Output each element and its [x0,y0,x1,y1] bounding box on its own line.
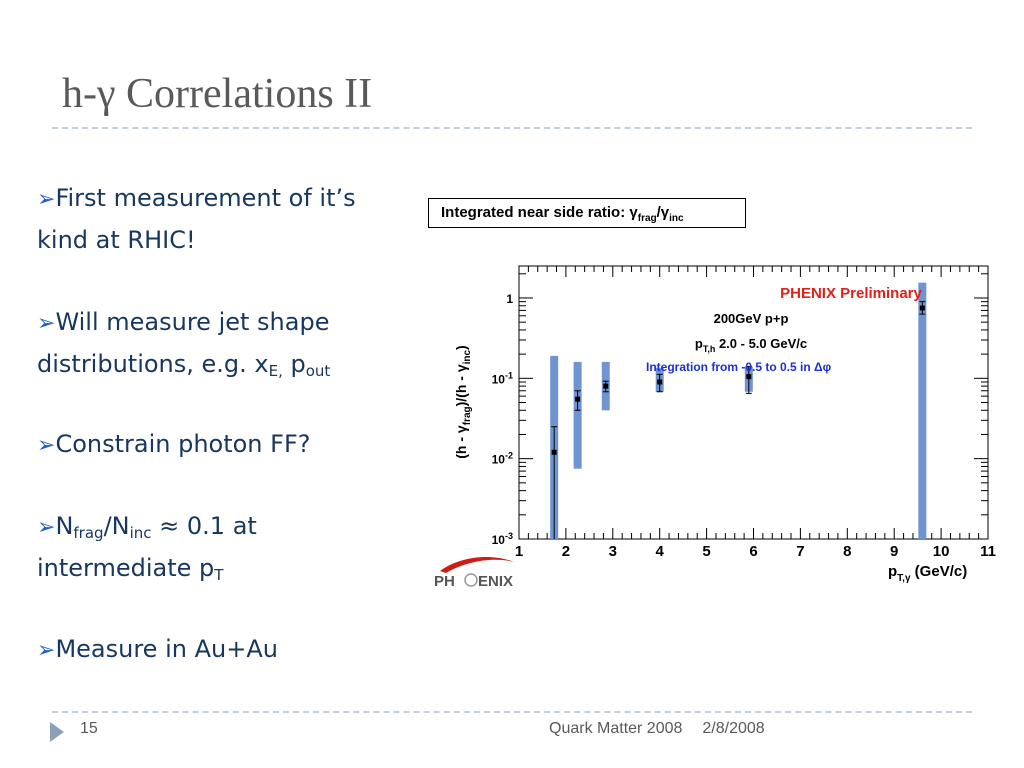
bullet-item: ➢Constrain photon FF? [37,424,417,466]
x-axis-label: pT,γ (GeV/c) [888,563,967,584]
footer-arrow-icon [50,722,64,742]
bullet-arrow-icon: ➢ [37,311,56,336]
bullet-text-mid: p [282,350,306,378]
x-tick-label: 10 [933,543,950,560]
footer-divider [52,711,972,713]
bullet-arrow-icon: ➢ [37,638,56,663]
x-tick-label: 11 [980,543,996,560]
bullet-text-continued: kind at RHIC! [37,226,196,254]
data-points [551,301,926,539]
subscript: T [214,566,224,584]
systematic-error-band [573,361,582,469]
data-point [603,383,609,389]
data-point [746,374,752,380]
x-tick-label: 3 [609,543,617,560]
phenix-logo-text: PH [434,573,455,590]
y-axis-label: (h - γfrag)/(h - γinc) [453,345,473,458]
annotation-energy: 200GeV p+p [714,311,789,326]
x-tick-label: 6 [749,543,757,560]
data-point [575,396,581,402]
footer-date: 2/8/2008 [702,720,765,737]
chart-title-label: Integrated near side ratio: [441,204,630,221]
annotation-integration: Integration from -0.5 to 0.5 in Δφ [646,360,832,374]
data-point [551,449,557,455]
phenix-logo: PH ENIX [434,556,514,590]
y-tick-label: 10-3 [492,531,513,547]
y-tick-label: 1 [506,292,513,306]
plot-frame [518,265,989,540]
subscript: inc [129,524,152,542]
slide-title: h-γ Correlations II [62,71,373,117]
bullet-text: Will measure jet shape [55,308,330,336]
x-tick-label: 2 [562,543,570,560]
annotation-preliminary: PHENIX Preliminary [780,285,922,302]
bullet-text: Constrain photon FF? [55,430,311,458]
phenix-logo-o-icon [464,573,478,587]
chart-title-sub: inc [669,213,684,224]
x-tick-label: 5 [702,543,710,560]
title-divider [52,127,972,129]
chart-title-box: Integrated near side ratio: γfrag/γinc [428,198,746,228]
footer-event: Quark Matter 2008 [549,720,683,737]
y-tick-label: 10-2 [492,451,513,467]
x-tick-labels: 1 2 3 4 5 6 7 8 9 10 11 [515,543,996,560]
bullet-text-continued: distributions, e.g. x [37,350,269,378]
bullet-text: /N [103,512,130,540]
bullet-text: ≈ 0.1 at [151,512,257,540]
chart-title-sep: /γ [656,204,670,221]
axis-ticks [518,266,989,540]
x-tick-label: 7 [796,543,804,560]
bullet-item: ➢First measurement of it’s kind at RHIC! [37,178,417,261]
systematic-error-band [918,282,927,539]
bullet-item: ➢Nfrag/Ninc ≈ 0.1 at intermediate pT [37,506,417,589]
bullet-text: Measure in Au+Au [55,635,278,663]
bullet-text: First measurement of it’s [55,184,356,212]
subscript: frag [73,524,104,542]
chart-title-gamma: γ [629,204,638,221]
ratio-chart: 1 2 3 4 5 6 7 8 9 10 11 10-3 10-2 10-1 1 PHENIX Preli… [434,265,996,590]
chart-title-sub: frag [637,213,657,224]
bullet-item: ➢Will measure jet shape distributions, e… [37,302,417,385]
x-tick-label: 9 [890,543,898,560]
phenix-swoosh-icon [440,556,514,573]
x-tick-label: 4 [656,543,665,560]
bullet-text-continued: intermediate p [37,554,215,582]
bullet-arrow-icon: ➢ [37,433,56,458]
data-point [919,305,925,311]
subscript: E, [268,362,283,380]
annotation-pt-range: pT,h 2.0 - 5.0 GeV/c [695,336,807,354]
phenix-logo-text: ENIX [478,573,513,590]
bullet-item: ➢Measure in Au+Au [37,629,417,671]
x-tick-label: 1 [515,543,523,560]
bullet-text: N [55,512,74,540]
footer: Quark Matter 2008 2/8/2008 [549,720,765,738]
x-tick-label: 8 [843,543,851,560]
y-tick-label: 10-1 [492,370,513,386]
y-tick-labels: 10-3 10-2 10-1 1 [492,292,514,547]
slide-number: 15 [80,720,98,737]
bullet-arrow-icon: ➢ [37,187,56,212]
bullet-arrow-icon: ➢ [37,515,56,540]
data-point [657,379,663,385]
subscript: out [305,362,331,380]
